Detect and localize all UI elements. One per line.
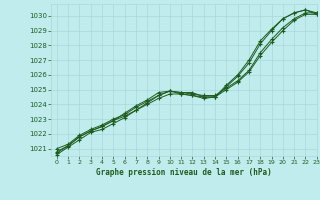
X-axis label: Graphe pression niveau de la mer (hPa): Graphe pression niveau de la mer (hPa) [96,168,272,177]
